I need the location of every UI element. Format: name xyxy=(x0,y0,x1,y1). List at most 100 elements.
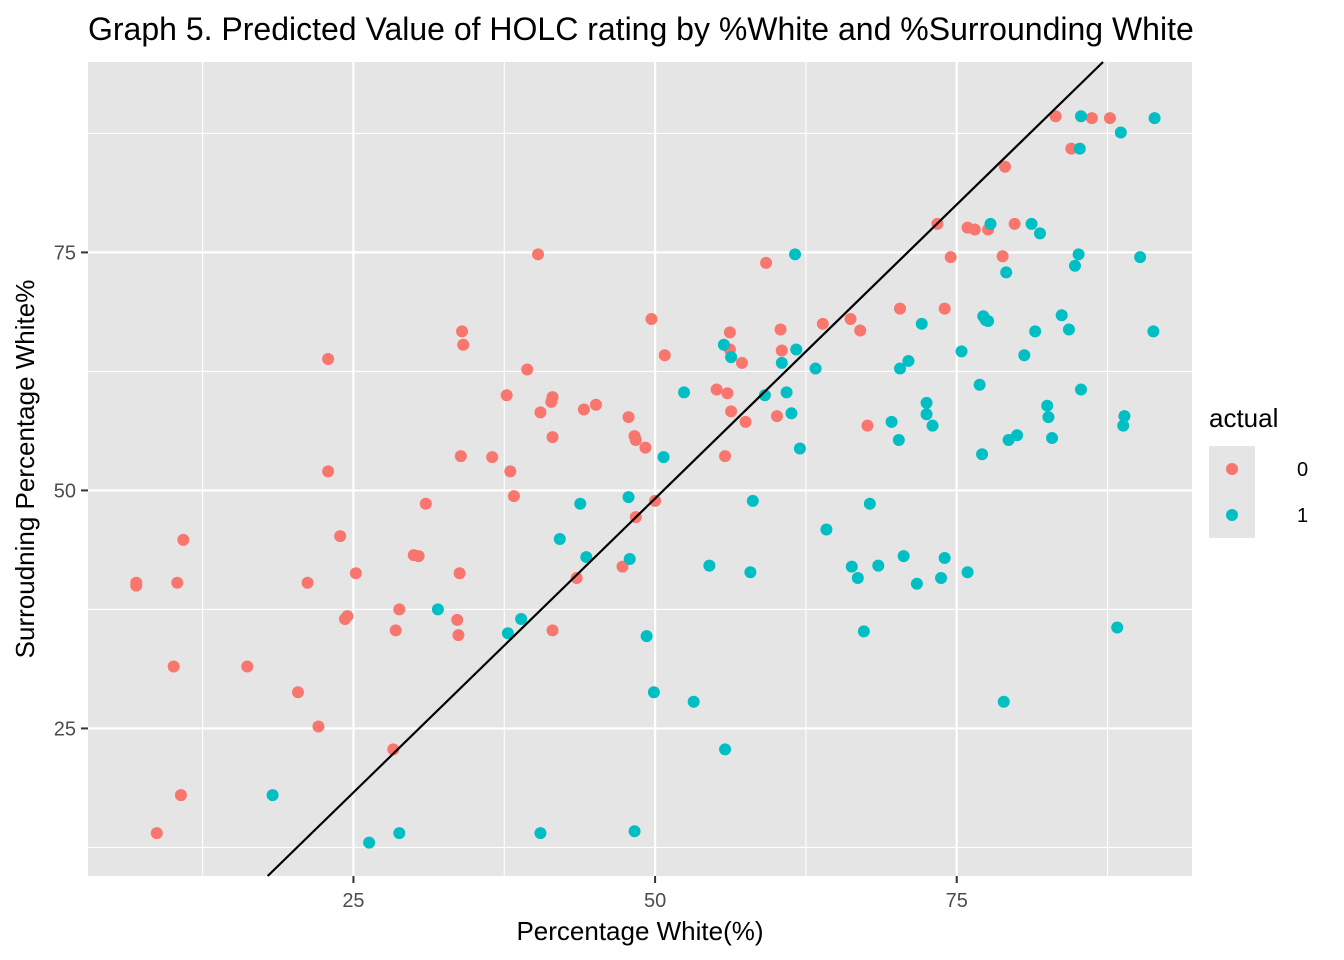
point-actual-1 xyxy=(976,448,989,461)
point-actual-0 xyxy=(546,391,559,404)
point-actual-0 xyxy=(629,433,642,446)
point-actual-0 xyxy=(735,356,748,369)
y-axis-title: Surroudning Percentage White% xyxy=(10,280,40,659)
point-actual-1 xyxy=(1148,112,1161,125)
point-actual-1 xyxy=(647,686,660,699)
point-actual-1 xyxy=(628,825,641,838)
point-actual-0 xyxy=(639,441,652,454)
point-actual-0 xyxy=(174,789,187,802)
point-actual-1 xyxy=(515,612,528,625)
point-actual-0 xyxy=(453,567,466,580)
point-actual-0 xyxy=(532,248,545,261)
point-actual-1 xyxy=(758,389,771,402)
point-actual-0 xyxy=(721,387,734,400)
point-actual-0 xyxy=(454,450,467,463)
point-actual-0 xyxy=(854,324,867,337)
point-actual-1 xyxy=(820,523,833,536)
point-actual-1 xyxy=(997,695,1010,708)
point-actual-1 xyxy=(920,408,933,421)
plot-panel xyxy=(88,62,1192,876)
x-axis: 25 50 75 xyxy=(342,876,968,912)
point-actual-0 xyxy=(322,353,335,366)
point-actual-0 xyxy=(760,256,773,269)
y-tick-label: 25 xyxy=(54,718,76,740)
point-actual-0 xyxy=(719,450,732,463)
x-tick-label: 25 xyxy=(342,890,364,912)
point-actual-0 xyxy=(570,572,583,585)
point-actual-1 xyxy=(973,378,986,391)
point-actual-1 xyxy=(1011,429,1024,442)
point-actual-1 xyxy=(885,415,898,428)
point-actual-1 xyxy=(1000,266,1013,279)
chart-title: Graph 5. Predicted Value of HOLC rating … xyxy=(88,11,1194,47)
point-actual-1 xyxy=(1025,217,1038,230)
point-actual-1 xyxy=(553,532,566,545)
point-actual-0 xyxy=(622,411,635,424)
point-actual-0 xyxy=(996,250,1009,263)
minor-gridlines xyxy=(88,62,1192,876)
point-actual-0 xyxy=(770,410,783,423)
point-actual-1 xyxy=(703,559,716,572)
point-actual-0 xyxy=(723,326,736,339)
point-actual-0 xyxy=(710,383,723,396)
point-actual-1 xyxy=(744,566,757,579)
point-actual-1 xyxy=(902,354,915,367)
point-actual-0 xyxy=(1085,112,1098,125)
x-axis-title: Percentage White(%) xyxy=(516,916,763,946)
point-actual-0 xyxy=(241,660,254,673)
point-actual-0 xyxy=(589,398,602,411)
point-actual-0 xyxy=(816,317,829,330)
data-points xyxy=(130,110,1161,849)
point-actual-0 xyxy=(1065,142,1078,155)
legend-swatch-1 xyxy=(1226,509,1238,521)
point-actual-1 xyxy=(926,419,939,432)
point-actual-1 xyxy=(915,317,928,330)
point-actual-1 xyxy=(892,433,905,446)
major-gridlines xyxy=(88,62,1192,876)
point-actual-0 xyxy=(774,323,787,336)
point-actual-1 xyxy=(982,314,995,327)
point-actual-1 xyxy=(687,695,700,708)
point-actual-1 xyxy=(580,551,593,564)
point-actual-0 xyxy=(452,629,465,642)
point-actual-1 xyxy=(789,248,802,261)
point-actual-0 xyxy=(150,827,163,840)
point-actual-1 xyxy=(501,627,514,640)
point-actual-1 xyxy=(961,566,974,579)
y-axis: 25 50 75 xyxy=(54,242,88,740)
point-actual-1 xyxy=(622,491,635,504)
point-actual-0 xyxy=(616,560,629,573)
point-actual-1 xyxy=(894,362,907,375)
point-actual-1 xyxy=(431,603,444,616)
point-actual-1 xyxy=(1055,309,1068,322)
reference-line xyxy=(266,61,1104,877)
point-actual-1 xyxy=(1073,142,1086,155)
point-actual-0 xyxy=(457,338,470,351)
point-actual-1 xyxy=(719,743,732,756)
point-actual-0 xyxy=(322,465,335,478)
point-actual-0 xyxy=(894,302,907,315)
point-actual-0 xyxy=(500,389,513,402)
point-actual-1 xyxy=(678,386,691,399)
point-actual-1 xyxy=(640,630,653,643)
point-actual-1 xyxy=(1134,251,1147,264)
point-actual-1 xyxy=(1029,325,1042,338)
point-actual-0 xyxy=(301,576,314,589)
point-actual-0 xyxy=(419,497,432,510)
point-actual-0 xyxy=(349,567,362,580)
point-actual-0 xyxy=(938,302,951,315)
point-actual-1 xyxy=(266,789,279,802)
point-actual-1 xyxy=(1118,410,1131,423)
point-actual-0 xyxy=(1008,217,1021,230)
point-actual-0 xyxy=(844,313,857,326)
point-actual-1 xyxy=(793,442,806,455)
point-actual-1 xyxy=(1072,248,1085,261)
point-actual-0 xyxy=(944,251,957,264)
point-actual-1 xyxy=(574,497,587,510)
point-actual-1 xyxy=(1111,621,1124,634)
point-actual-0 xyxy=(1049,110,1062,123)
point-actual-1 xyxy=(775,356,788,369)
legend-title: actual xyxy=(1209,403,1278,433)
point-actual-1 xyxy=(920,396,933,409)
point-actual-1 xyxy=(785,407,798,420)
